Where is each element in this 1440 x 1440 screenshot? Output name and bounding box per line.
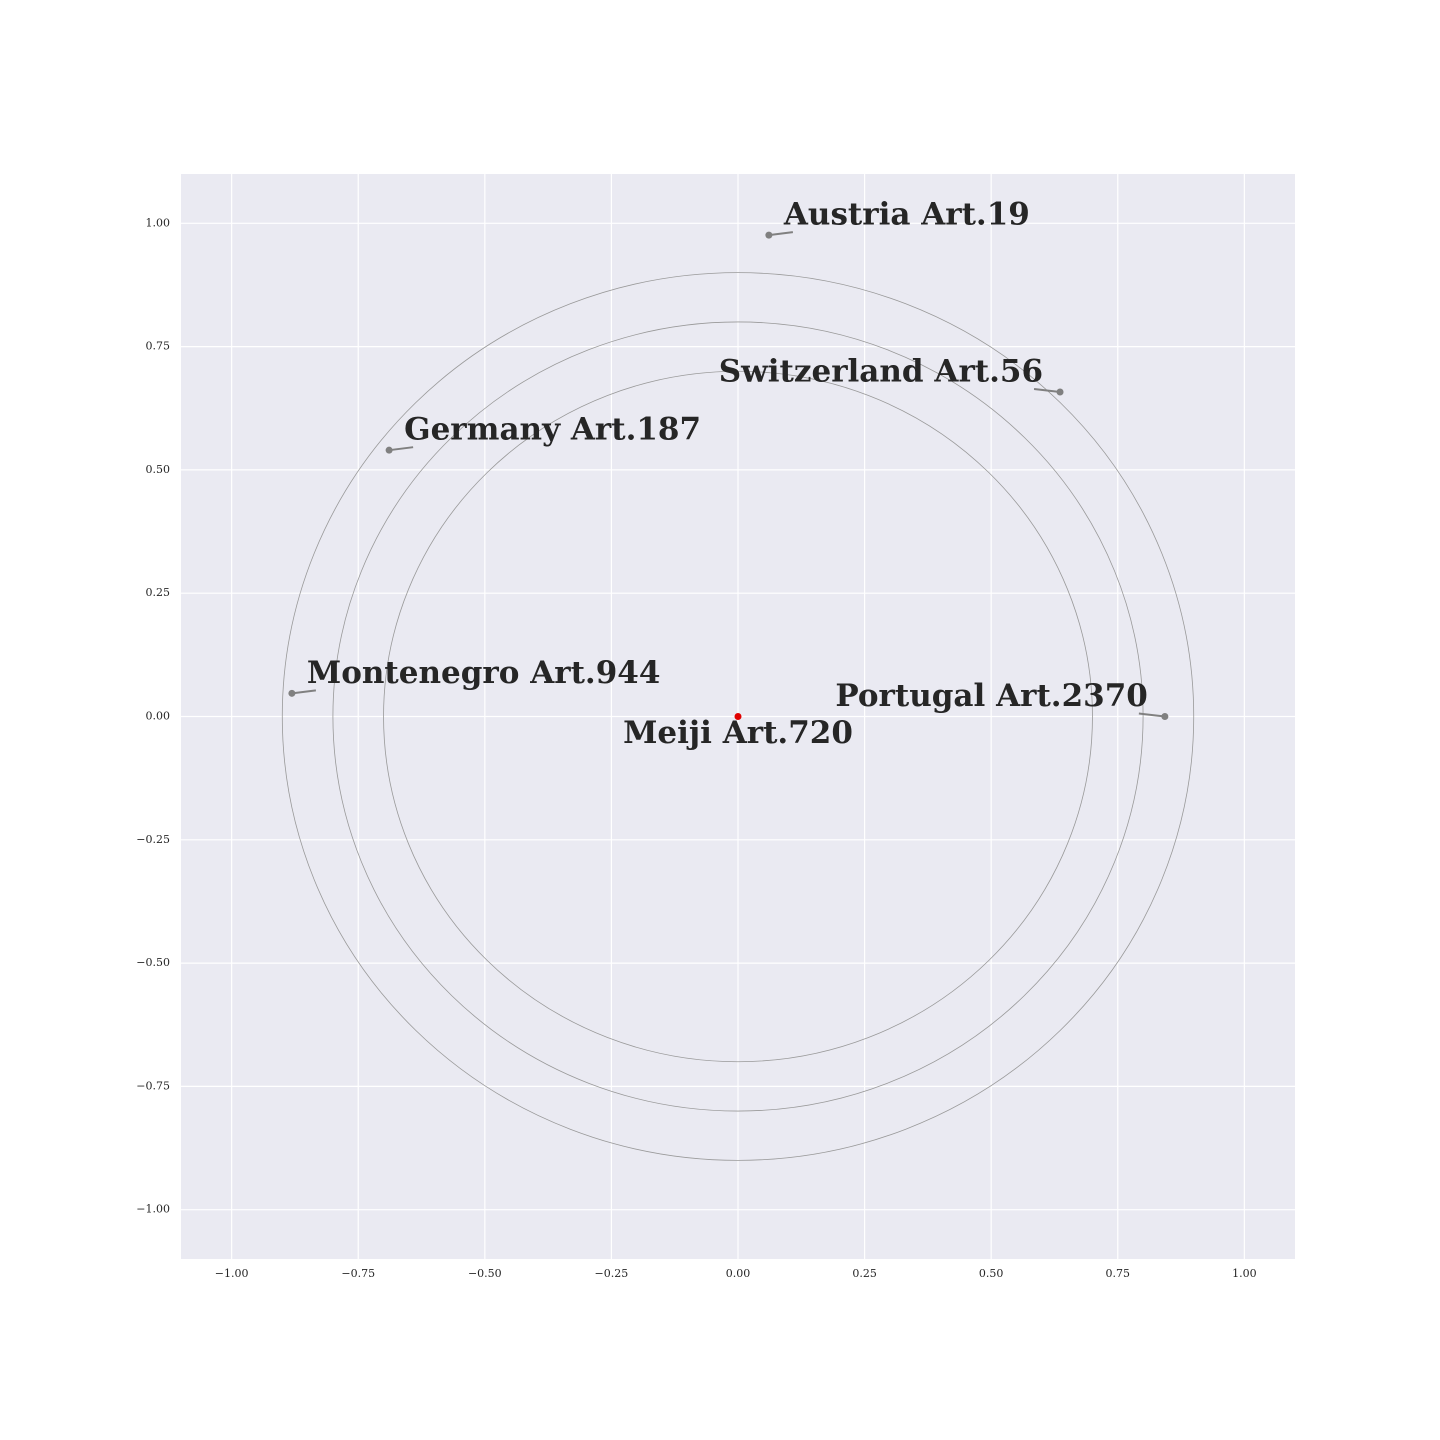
point [765,231,773,239]
y-tick-label: 0.75 [146,340,171,353]
y-tick-label: −0.50 [136,956,170,969]
point-label: Montenegro Art.944 [307,655,661,691]
x-tick-label: 1.00 [1232,1267,1257,1280]
point [1161,713,1169,720]
y-tick-label: 0.50 [146,463,171,476]
y-tick-label: 0.00 [146,710,171,723]
circle [332,321,1144,1112]
x-tick-label: 0.25 [852,1267,877,1280]
connector [768,231,794,237]
point [734,713,742,720]
x-tick-label: −0.75 [341,1267,375,1280]
x-tick-label: 0.00 [726,1267,751,1280]
point-label: Germany Art.187 [404,412,701,448]
point-label: Meiji Art.720 [623,715,853,751]
x-tick-label: 0.50 [979,1267,1004,1280]
x-tick-label: 0.75 [1106,1267,1131,1280]
connector [1138,712,1165,718]
point [385,446,393,454]
point-label: Switzerland Art.56 [719,353,1043,389]
point-label: Austria Art.19 [783,197,1030,233]
y-tick-label: −0.25 [136,833,170,846]
circle [281,272,1195,1161]
circle [383,370,1093,1063]
connector [388,446,414,452]
point [1056,388,1064,396]
y-tick-label: −1.00 [136,1203,170,1216]
x-tick-label: −1.00 [215,1267,249,1280]
y-tick-label: 1.00 [146,216,171,229]
point-label: Portugal Art.2370 [835,678,1147,714]
y-tick-label: 0.25 [146,586,171,599]
connector [291,689,317,695]
point [288,689,296,697]
connector [1033,387,1061,393]
y-tick-label: −0.75 [136,1079,170,1092]
x-tick-label: −0.50 [468,1267,502,1280]
x-tick-label: −0.25 [595,1267,629,1280]
